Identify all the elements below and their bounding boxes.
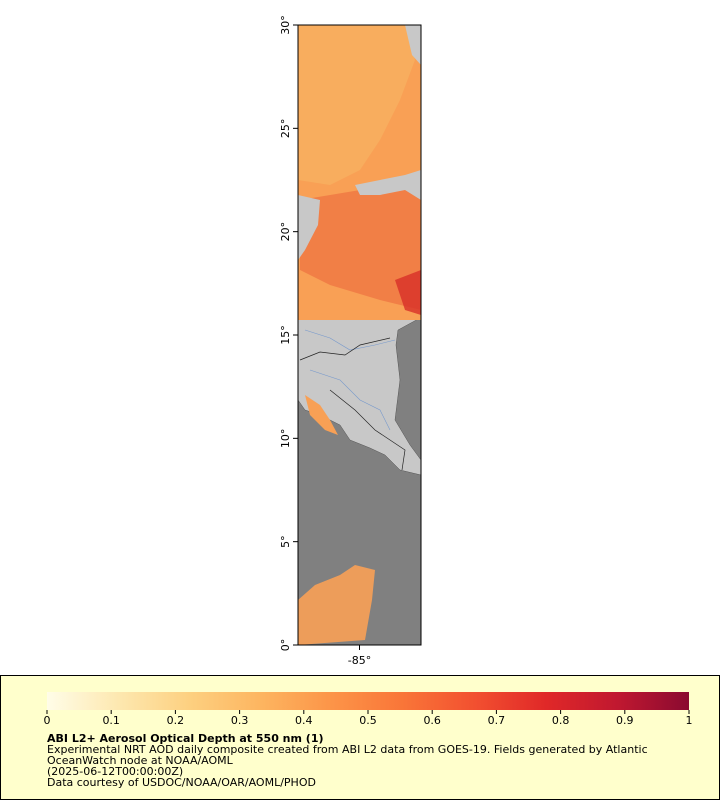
map-axes: 0° 5° 10° 15° 20° 25° 30° -85° bbox=[279, 15, 371, 667]
legend-title: ABI L2+ Aerosol Optical Depth at 550 nm … bbox=[47, 732, 324, 745]
lon-tick-label: -85° bbox=[348, 654, 371, 667]
colorbar-tick-label: 0.4 bbox=[295, 714, 313, 727]
lat-tick-label: 5° bbox=[279, 535, 292, 548]
legend-description: Experimental NRT AOD daily composite cre… bbox=[47, 743, 648, 756]
aerosol-field bbox=[300, 180, 421, 310]
land bbox=[355, 170, 421, 200]
map bbox=[297, 24, 422, 646]
lat-tick-label: 25° bbox=[279, 119, 292, 139]
aerosol-field bbox=[298, 25, 415, 185]
river bbox=[304, 329, 396, 351]
lat-tick-label: 15° bbox=[279, 325, 292, 345]
colorbar-tick-label: 0.8 bbox=[552, 714, 570, 727]
aerosol-field bbox=[298, 565, 375, 645]
colorbar-tick-label: 1 bbox=[686, 714, 693, 727]
colorbar-tick-label: 0.6 bbox=[423, 714, 441, 727]
aerosol-field bbox=[395, 270, 421, 315]
legend-date: (2025-06-12T00:00:00Z) bbox=[47, 765, 183, 778]
border bbox=[299, 337, 391, 361]
river bbox=[309, 369, 391, 431]
lat-tick-label: 30° bbox=[279, 15, 292, 35]
colorbar-tick-label: 0.9 bbox=[616, 714, 634, 727]
colorbar: 0 0.1 0.2 0.3 0.4 0.5 0.6 0.7 0.8 0.9 1 bbox=[44, 692, 693, 727]
colorbar-tick-label: 0 bbox=[44, 714, 51, 727]
lat-tick-label: 10° bbox=[279, 429, 292, 449]
colorbar-gradient bbox=[47, 692, 689, 710]
lat-tick-label: 0° bbox=[279, 639, 292, 652]
aerosol-field bbox=[305, 395, 338, 435]
colorbar-tick-label: 0.2 bbox=[167, 714, 185, 727]
colorbar-tick-label: 0.5 bbox=[359, 714, 377, 727]
colorbar-tick-label: 0.1 bbox=[102, 714, 120, 727]
border bbox=[329, 389, 406, 471]
lat-tick-label: 20° bbox=[279, 222, 292, 242]
legend-credit: Data courtesy of USDOC/NOAA/OAR/AOML/PHO… bbox=[47, 776, 316, 789]
colorbar-tick-label: 0.7 bbox=[488, 714, 506, 727]
legend-description: OceanWatch node at NOAA/AOML bbox=[47, 754, 234, 767]
colorbar-tick-label: 0.3 bbox=[231, 714, 249, 727]
land bbox=[298, 195, 320, 260]
land bbox=[405, 25, 421, 65]
